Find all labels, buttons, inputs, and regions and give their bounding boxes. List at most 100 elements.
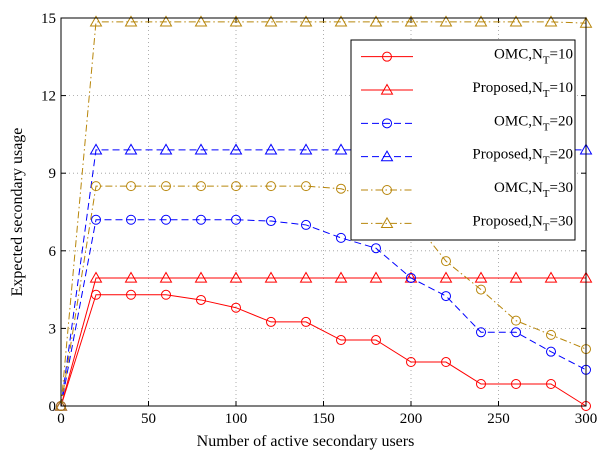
- legend-label: OMC,NT=20: [494, 113, 573, 133]
- data-point-circle: [546, 329, 556, 340]
- data-point-triangle: [264, 271, 278, 283]
- data-point-circle: [231, 302, 241, 313]
- data-point-circle: [476, 379, 486, 390]
- series-6: [54, 15, 593, 411]
- data-point-triangle: [380, 150, 394, 162]
- data-point-circle: [441, 256, 451, 267]
- data-point-triangle: [89, 15, 103, 27]
- legend-label: Proposed,NT=20: [472, 147, 573, 167]
- data-point-circle: [546, 379, 556, 390]
- data-point-triangle: [194, 143, 208, 155]
- x-tick-label: 150: [312, 411, 335, 427]
- data-point-triangle: [124, 143, 138, 155]
- legend-label: OMC,NT=30: [494, 180, 573, 200]
- y-tick-label: 12: [41, 89, 56, 105]
- data-point-circle: [511, 379, 521, 390]
- legend-label: OMC,NT=10: [494, 47, 573, 67]
- data-point-triangle: [544, 271, 558, 283]
- data-point-circle: [406, 272, 416, 283]
- data-point-circle: [382, 118, 392, 129]
- data-point-circle: [196, 181, 206, 192]
- x-tick-label: 0: [57, 411, 65, 427]
- data-point-circle: [266, 216, 276, 227]
- legend-label: Proposed,NT=10: [472, 80, 573, 100]
- data-point-circle: [336, 232, 346, 243]
- data-point-triangle: [404, 15, 418, 27]
- data-point-circle: [126, 289, 136, 300]
- data-point-triangle: [229, 15, 243, 27]
- data-point-circle: [406, 357, 416, 368]
- data-point-circle: [476, 284, 486, 295]
- data-point-circle: [546, 346, 556, 357]
- legend-box: [350, 39, 576, 241]
- data-point-triangle: [299, 143, 313, 155]
- data-point-circle: [266, 181, 276, 192]
- data-point-circle: [301, 316, 311, 327]
- x-tick-label: 50: [141, 411, 156, 427]
- data-point-circle: [476, 327, 486, 338]
- data-point-triangle: [159, 15, 173, 27]
- legend-item: Proposed,NT=10: [361, 80, 573, 100]
- data-point-triangle: [159, 143, 173, 155]
- data-point-circle: [441, 291, 451, 302]
- data-point-circle: [231, 181, 241, 192]
- data-point-triangle: [194, 15, 208, 27]
- y-tick-label: 6: [49, 244, 57, 260]
- data-point-triangle: [439, 15, 453, 27]
- data-point-triangle: [124, 15, 138, 27]
- data-point-circle: [196, 294, 206, 305]
- data-point-circle: [336, 335, 346, 346]
- series-line: [60, 219, 587, 407]
- data-point-triangle: [194, 271, 208, 283]
- data-point-circle: [371, 243, 381, 254]
- data-point-circle: [91, 181, 101, 192]
- series-line: [60, 294, 587, 407]
- series-2: [54, 271, 593, 411]
- data-point-circle: [126, 214, 136, 225]
- legend-item: OMC,NT=30: [361, 180, 573, 200]
- series-line: [60, 277, 586, 407]
- legend-item: Proposed,NT=30: [361, 213, 573, 233]
- series-line: [60, 185, 587, 407]
- data-point-circle: [91, 214, 101, 225]
- data-point-triangle: [299, 15, 313, 27]
- legend-item: OMC,NT=10: [361, 47, 573, 67]
- data-point-triangle: [474, 15, 488, 27]
- x-tick-label: 300: [575, 411, 598, 427]
- x-tick-label: 100: [225, 411, 248, 427]
- data-point-triangle: [299, 271, 313, 283]
- series-line: [60, 21, 587, 407]
- data-point-triangle: [380, 83, 394, 95]
- data-point-circle: [382, 185, 392, 195]
- data-point-circle: [511, 327, 521, 338]
- data-point-triangle: [439, 271, 453, 283]
- data-point-triangle: [229, 271, 243, 283]
- data-point-triangle: [89, 271, 103, 283]
- y-tick-label: 3: [49, 321, 57, 337]
- data-point-triangle: [474, 271, 488, 283]
- data-point-triangle: [89, 143, 103, 155]
- legend-label: Proposed,NT=30: [472, 213, 573, 233]
- y-tick-label: 0: [49, 399, 57, 415]
- legend-item: OMC,NT=20: [361, 113, 573, 133]
- data-point-circle: [371, 335, 381, 346]
- data-point-circle: [301, 219, 311, 230]
- data-point-triangle: [334, 143, 348, 155]
- data-point-circle: [382, 51, 392, 62]
- data-point-circle: [301, 181, 311, 192]
- y-tick-label: 9: [49, 166, 57, 182]
- data-point-triangle: [334, 15, 348, 27]
- data-point-triangle: [54, 399, 68, 411]
- data-point-circle: [511, 315, 521, 326]
- data-point-circle: [161, 181, 171, 192]
- data-point-triangle: [509, 15, 523, 27]
- data-point-circle: [126, 181, 136, 192]
- data-point-circle: [231, 214, 241, 225]
- legend: OMC,NT=10 Proposed,NT=10 OMC,NT=20 Proposed…: [350, 39, 576, 241]
- x-tick-label: 200: [400, 411, 423, 427]
- legend-item: Proposed,NT=20: [361, 147, 573, 167]
- x-axis-label: Number of active secondary users: [197, 433, 415, 450]
- data-point-circle: [161, 214, 171, 225]
- data-point-triangle: [380, 216, 394, 228]
